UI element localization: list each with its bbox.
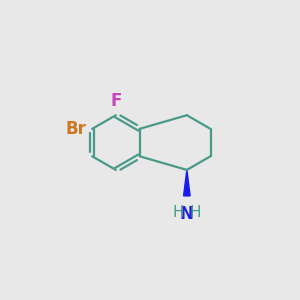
Text: N: N <box>180 205 194 223</box>
Text: Br: Br <box>66 120 87 138</box>
Text: H: H <box>173 205 184 220</box>
Text: H: H <box>189 205 201 220</box>
Text: F: F <box>110 92 122 110</box>
Polygon shape <box>184 170 190 196</box>
